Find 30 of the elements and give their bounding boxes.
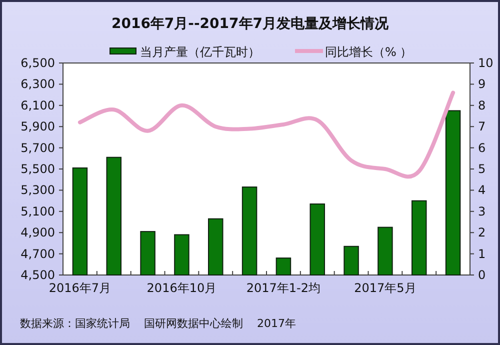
y-tick-label: 6,500 — [20, 56, 55, 70]
y2-tick-label: 6 — [478, 140, 486, 155]
legend-label: 当月产量（亿千瓦时） — [140, 45, 260, 59]
y2-tick-label: 4 — [478, 183, 486, 198]
x-tick-label: 2016年10月 — [146, 281, 217, 295]
x-tick-label: 2017年5月 — [354, 281, 416, 295]
y-tick-label: 6,300 — [20, 77, 55, 92]
y2-tick-label: 5 — [478, 162, 486, 176]
y2-tick-label: 2 — [478, 226, 486, 240]
y2-tick-label: 1 — [478, 246, 486, 261]
y-tick-label: 5,500 — [20, 162, 55, 176]
y2-tick-label: 7 — [478, 120, 486, 134]
x-tick-label: 2016年7月 — [48, 281, 112, 295]
source-note: 数据来源：国家统计局 国研网数据中心绘制 2017年 — [20, 317, 296, 330]
y-tick-label: 5,100 — [20, 204, 55, 218]
x-tick-label: 2017年1-2均 — [246, 281, 321, 295]
y-tick-label: 5,300 — [20, 183, 55, 198]
y2-tick-label: 8 — [478, 98, 486, 112]
y2-tick-label: 10 — [478, 56, 494, 70]
legend-label: 同比增长（% ） — [325, 45, 412, 59]
y2-tick-label: 9 — [478, 77, 486, 92]
y-tick-label: 5,700 — [20, 140, 55, 155]
y-tick-label: 5,900 — [20, 120, 55, 134]
chart-title: 2016年7月--2017年7月发电量及增长情况 — [111, 16, 390, 32]
y-tick-label: 4,700 — [20, 246, 55, 261]
y-tick-label: 4,500 — [20, 268, 55, 282]
y-tick-label: 6,100 — [20, 98, 55, 112]
y2-tick-label: 3 — [478, 204, 486, 218]
y-tick-label: 4,900 — [20, 226, 55, 240]
y2-tick-label: 0 — [478, 268, 486, 282]
